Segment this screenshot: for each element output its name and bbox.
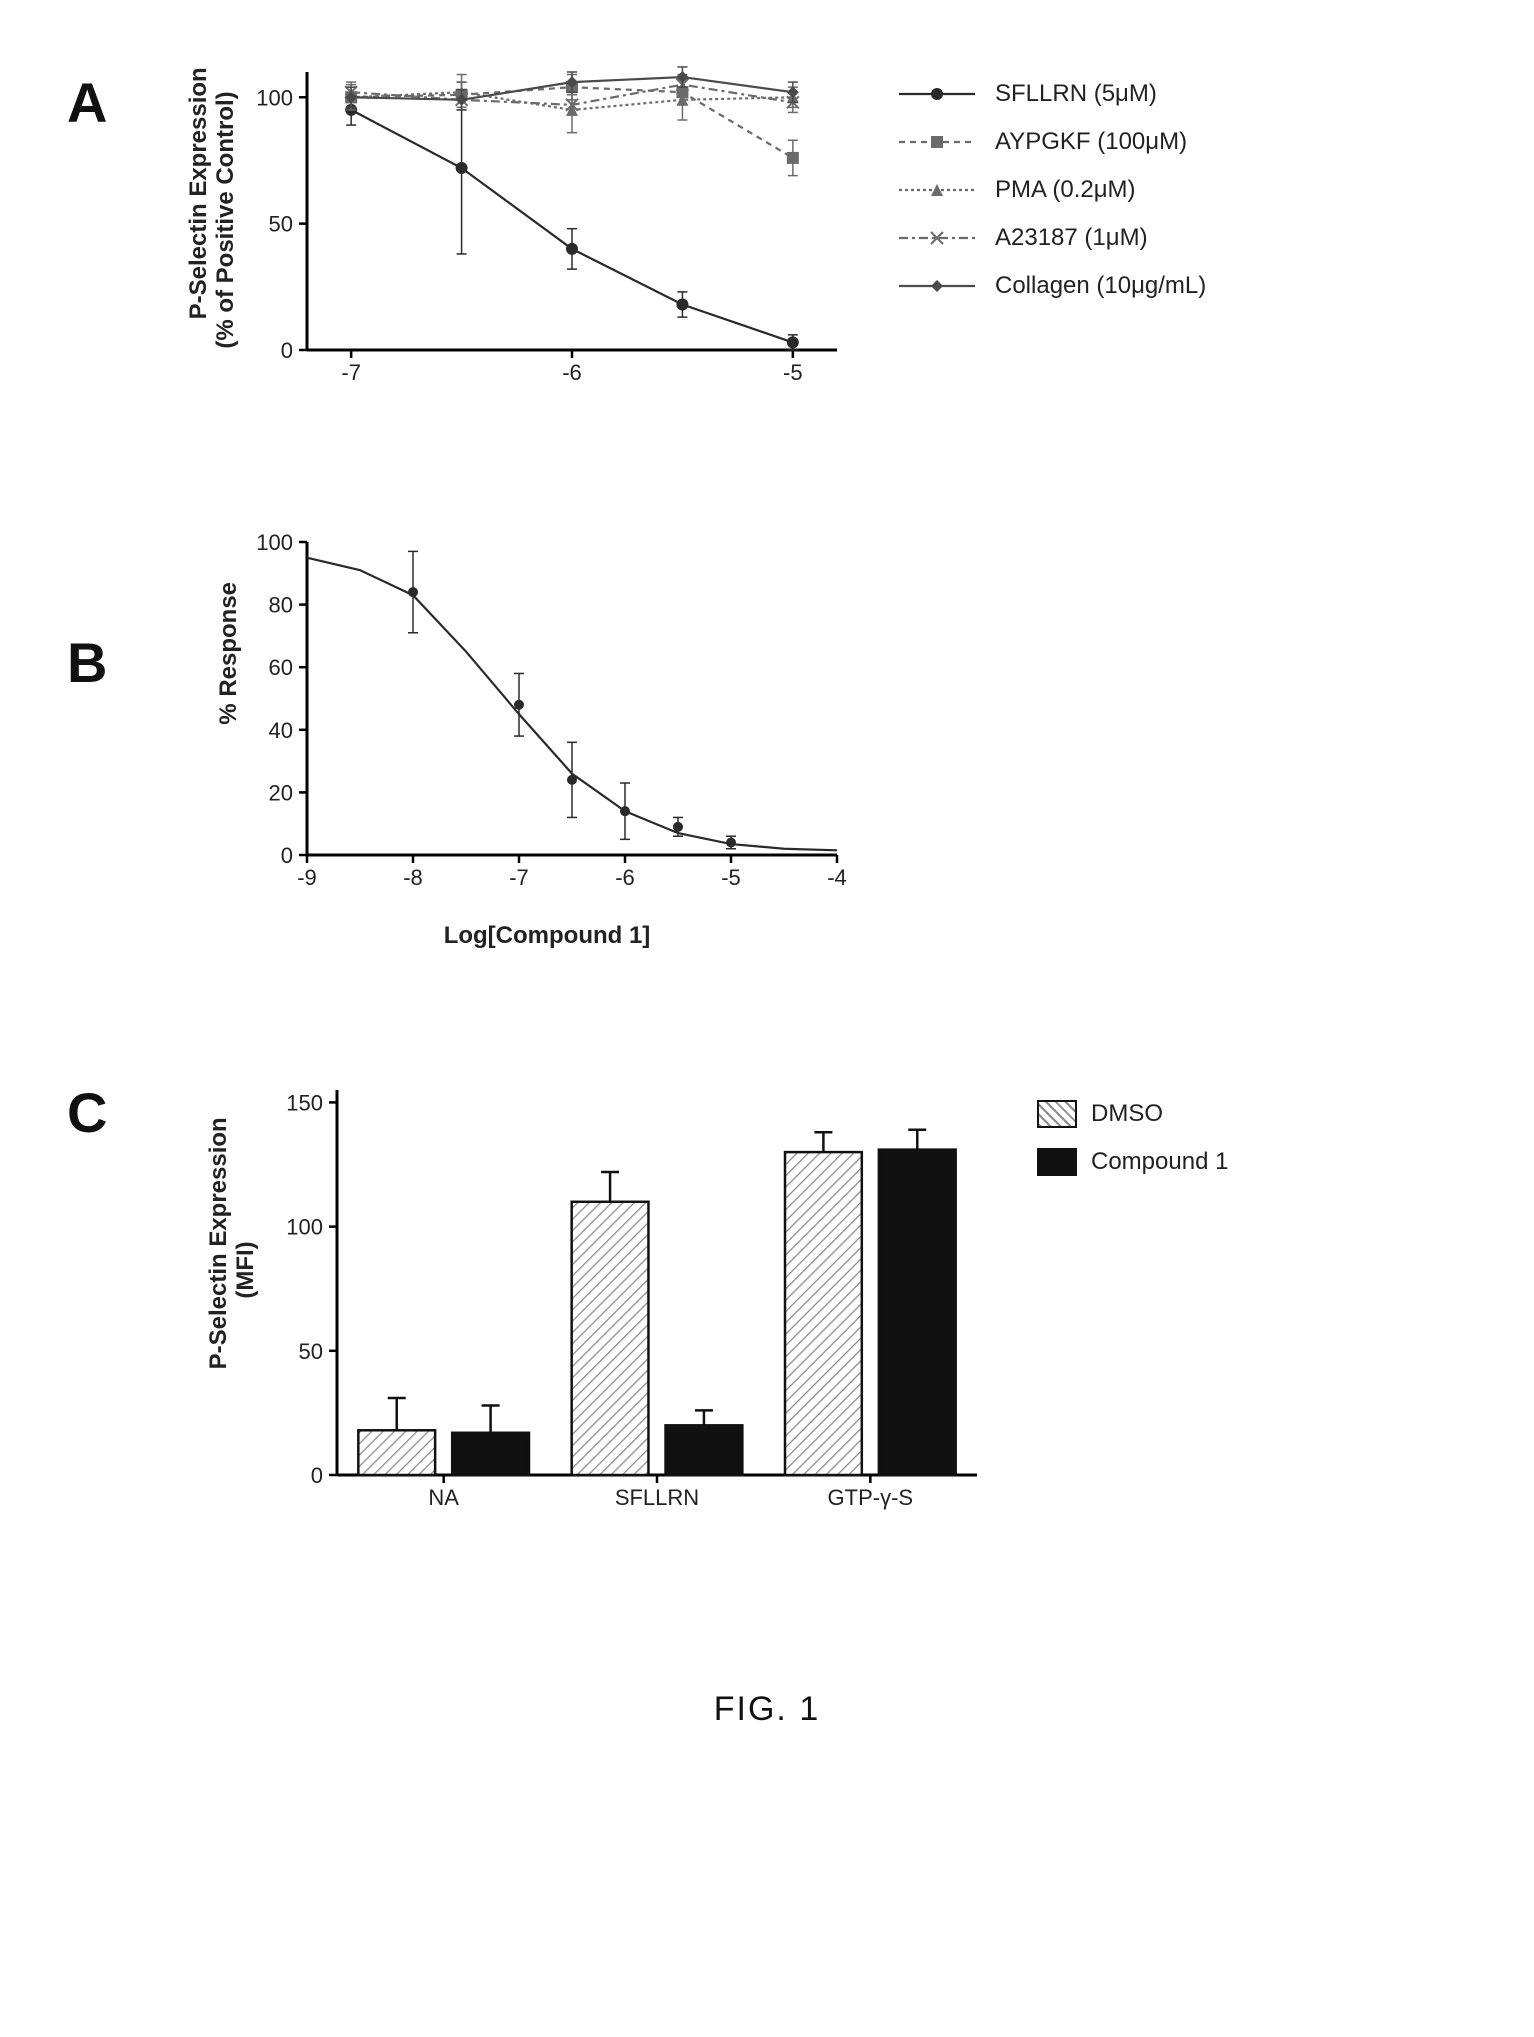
svg-text:GTP-γ-S: GTP-γ-S bbox=[828, 1485, 914, 1510]
legend-item: AYPGKF (100μM) bbox=[897, 128, 1206, 156]
legend-label: Collagen (10μg/mL) bbox=[995, 272, 1206, 300]
panel-a-ylabel: P-Selectin Expression (% of Positive Con… bbox=[157, 60, 267, 380]
panel-b-xlabel: Log[Compound 1] bbox=[237, 922, 857, 950]
svg-text:50: 50 bbox=[269, 212, 293, 237]
panel-a-plot: 050100-7-6-5 P-Selectin Expression (% of… bbox=[237, 60, 857, 400]
svg-text:-6: -6 bbox=[562, 360, 582, 385]
panel-c-label: C bbox=[67, 1080, 107, 1145]
legend-item: SFLLRN (5μM) bbox=[897, 80, 1206, 108]
panel-b-ylabel: % Response bbox=[187, 530, 271, 830]
svg-text:50: 50 bbox=[299, 1339, 323, 1364]
legend-label: A23187 (1μM) bbox=[995, 224, 1148, 252]
svg-text:0: 0 bbox=[311, 1463, 323, 1488]
panel-b: B 020406080100-9-8-7-6-5-4 % Response Lo… bbox=[67, 510, 1467, 1010]
legend-label: DMSO bbox=[1091, 1100, 1163, 1128]
panel-c-plot: 050100150NASFLLRNGTP-γ-S P-Selectin Expr… bbox=[257, 1070, 997, 1530]
panel-a: A 050100-7-6-5 P-Selectin Expression (% … bbox=[67, 40, 1467, 480]
legend-label: SFLLRN (5μM) bbox=[995, 80, 1157, 108]
panel-b-svg: 020406080100-9-8-7-6-5-4 bbox=[237, 530, 857, 910]
svg-text:80: 80 bbox=[269, 593, 293, 618]
panel-c-svg: 0 50 100 150 NA SFLLRN GTP-γ-S bbox=[257, 1070, 997, 1530]
svg-text:0: 0 bbox=[281, 843, 293, 868]
panel-a-svg: 050100-7-6-5 bbox=[237, 60, 857, 400]
svg-text:-5: -5 bbox=[721, 865, 741, 890]
legend-item: Collagen (10μg/mL) bbox=[897, 272, 1206, 300]
legend-item: DMSO bbox=[1037, 1100, 1228, 1128]
panel-b-ylabel-text: % Response bbox=[215, 582, 242, 725]
svg-text:60: 60 bbox=[269, 655, 293, 680]
legend-label: AYPGKF (100μM) bbox=[995, 128, 1187, 156]
svg-text:-7: -7 bbox=[509, 865, 529, 890]
panel-b-xlabel-text: Log[Compound 1] bbox=[444, 922, 651, 949]
legend-label: Compound 1 bbox=[1091, 1148, 1228, 1176]
legend-item: PMA (0.2μM) bbox=[897, 176, 1206, 204]
panel-b-label: B bbox=[67, 630, 107, 695]
svg-text:40: 40 bbox=[269, 718, 293, 743]
svg-text:-9: -9 bbox=[297, 865, 317, 890]
legend-item: A23187 (1μM) bbox=[897, 224, 1206, 252]
panel-a-ylabel-text: P-Selectin Expression (% of Positive Con… bbox=[185, 67, 240, 348]
panel-c-legend: DMSO Compound 1 bbox=[1037, 1100, 1228, 1196]
figure-1: A 0 50 100 -7 -6 -5 P-Selectin Expression (% … bbox=[67, 40, 1467, 1729]
panel-c-ylabel: P-Selectin Expression (MFI) bbox=[177, 1070, 287, 1470]
svg-text:NA: NA bbox=[428, 1485, 459, 1510]
figure-caption: FIG. 1 bbox=[67, 1690, 1467, 1729]
legend-item: Compound 1 bbox=[1037, 1148, 1228, 1176]
svg-text:0: 0 bbox=[281, 338, 293, 363]
svg-text:-8: -8 bbox=[403, 865, 423, 890]
panel-c-ylabel-text: P-Selectin Expression (MFI) bbox=[205, 1117, 260, 1369]
svg-text:150: 150 bbox=[286, 1090, 323, 1115]
svg-text:-4: -4 bbox=[827, 865, 847, 890]
panel-c: C 0 50 100 150 NA SFLLRN GTP-γ-S P-Selectin Ex… bbox=[67, 1050, 1467, 1610]
panel-a-label: A bbox=[67, 70, 107, 135]
svg-text:-7: -7 bbox=[341, 360, 361, 385]
svg-text:-5: -5 bbox=[783, 360, 803, 385]
panel-b-plot: 020406080100-9-8-7-6-5-4 % Response Log[… bbox=[237, 530, 857, 910]
svg-text:SFLLRN: SFLLRN bbox=[615, 1485, 699, 1510]
svg-text:20: 20 bbox=[269, 780, 293, 805]
panel-a-legend: SFLLRN (5μM) AYPGKF (100μM) PMA (0.2μM) A23… bbox=[897, 80, 1206, 320]
legend-label: PMA (0.2μM) bbox=[995, 176, 1136, 204]
svg-text:100: 100 bbox=[286, 1215, 323, 1240]
svg-text:-6: -6 bbox=[615, 865, 635, 890]
